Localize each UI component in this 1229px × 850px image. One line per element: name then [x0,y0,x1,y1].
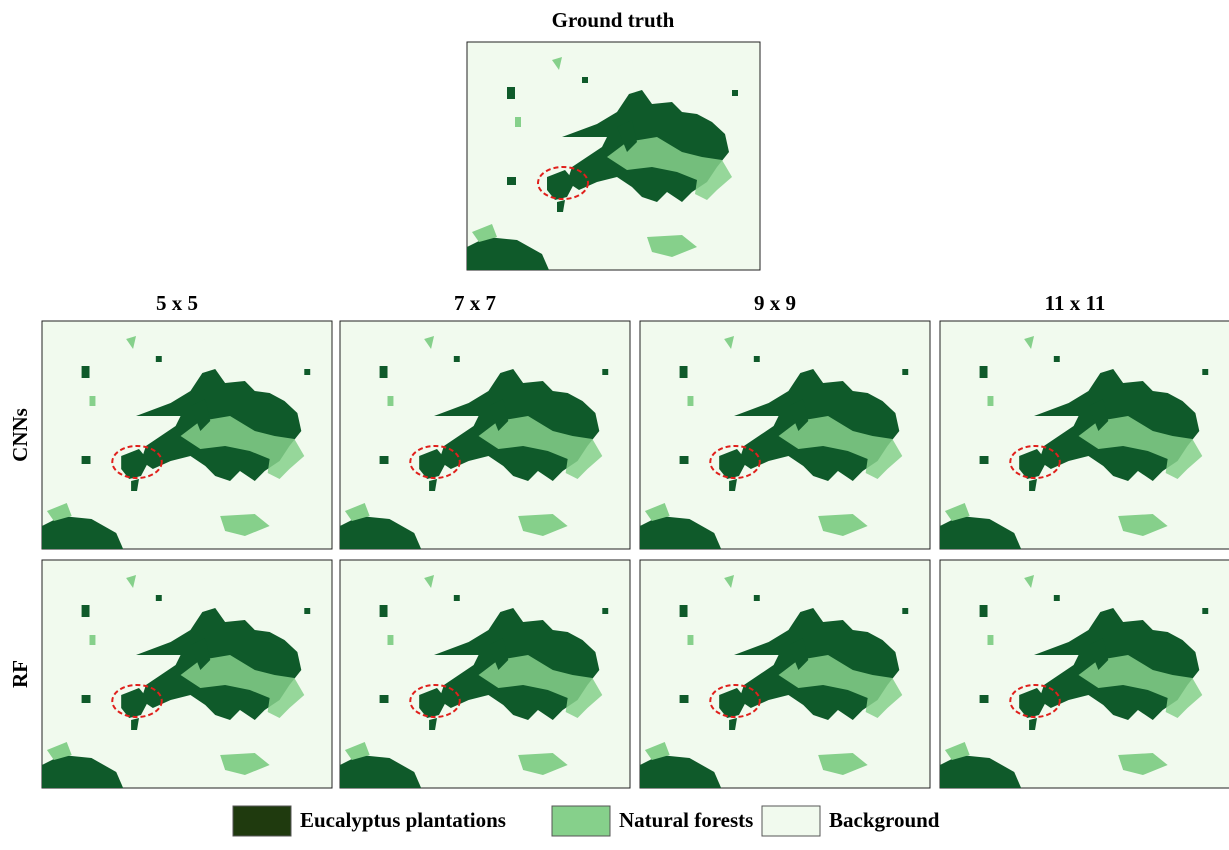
legend-swatch [762,806,820,836]
map-panel [42,321,332,549]
legend-swatch [552,806,610,836]
row-label: RF [8,660,32,688]
title: Ground truth [552,8,675,32]
map-panel [640,560,930,788]
map-panel [340,321,630,549]
row-label: CNNs [8,408,32,462]
map-panel [940,560,1229,788]
map-panel [340,560,630,788]
map-panel [42,560,332,788]
map-panel [940,321,1229,549]
legend-label: Background [829,808,940,832]
legend-swatch [233,806,291,836]
column-header: 9 x 9 [754,291,796,315]
column-header: 11 x 11 [1045,291,1106,315]
map-panel [640,321,930,549]
figure-svg: Ground truth 5 x 5 7 x 7 9 x 9 11 x 11 CNNs R… [0,0,1229,850]
legend-label: Eucalyptus plantations [300,808,506,832]
column-header: 7 x 7 [454,291,496,315]
legend-label: Natural forests [619,808,753,832]
column-header: 5 x 5 [156,291,198,315]
map-panel [467,42,760,270]
figure: Ground truth 5 x 5 7 x 7 9 x 9 11 x 11 CNNs R… [0,0,1229,850]
